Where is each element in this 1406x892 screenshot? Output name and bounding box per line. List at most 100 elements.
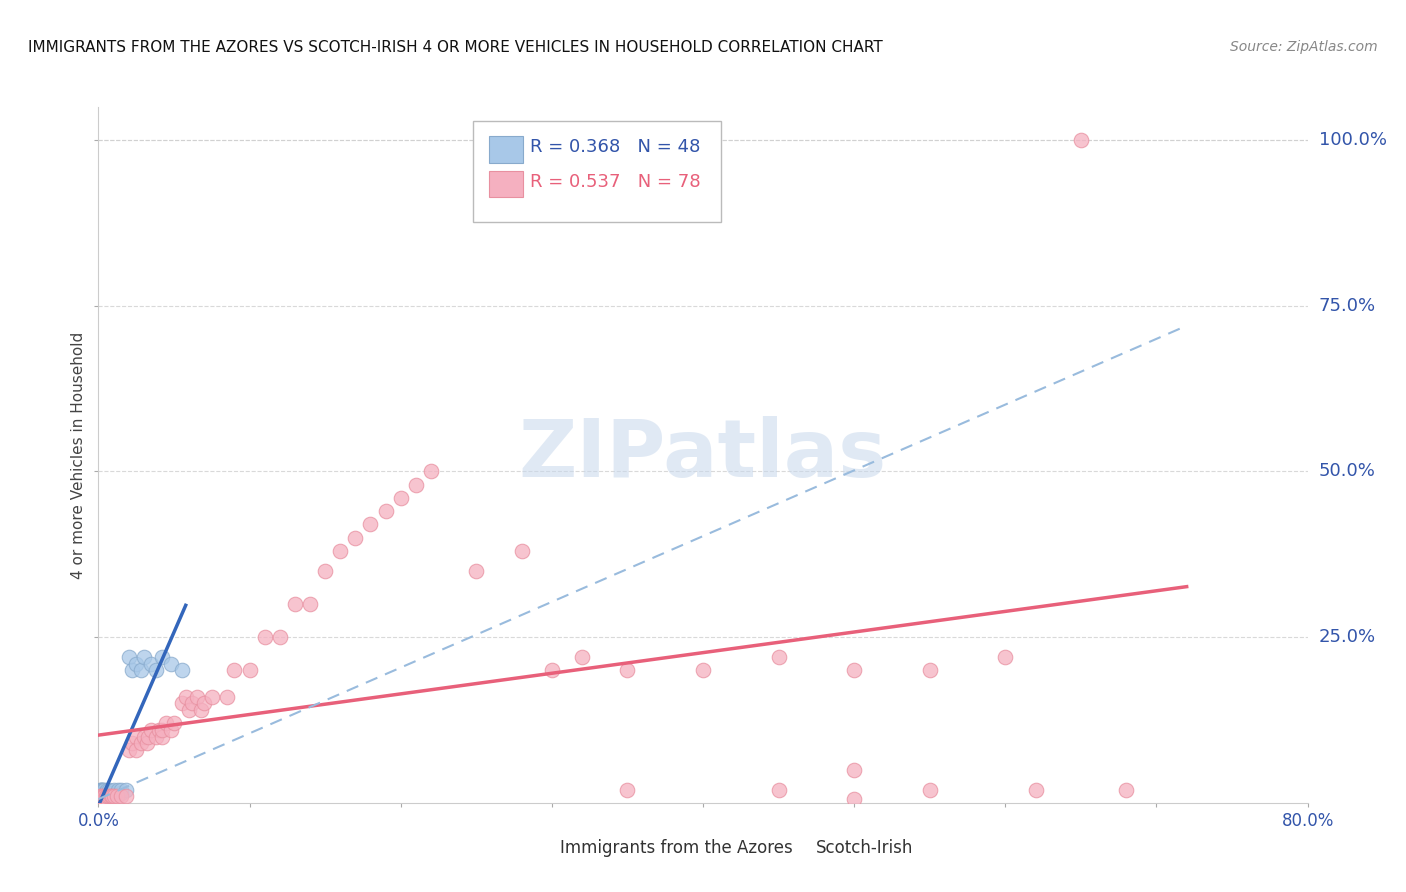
Point bbox=[91, 782, 114, 797]
Point bbox=[90, 789, 112, 804]
Point bbox=[994, 650, 1017, 665]
Point bbox=[94, 789, 117, 804]
Point bbox=[253, 630, 276, 644]
Point bbox=[118, 650, 141, 665]
Point bbox=[465, 564, 488, 578]
Point bbox=[1070, 133, 1092, 147]
Point bbox=[148, 723, 170, 737]
Point bbox=[129, 663, 152, 677]
Point bbox=[90, 792, 112, 806]
Point bbox=[135, 736, 157, 750]
Point bbox=[90, 789, 112, 804]
Point bbox=[96, 789, 118, 804]
Point bbox=[91, 782, 114, 797]
Point bbox=[129, 736, 152, 750]
Point bbox=[90, 792, 112, 806]
Point bbox=[90, 782, 112, 797]
Point bbox=[844, 792, 866, 806]
Text: ZIPatlas: ZIPatlas bbox=[519, 416, 887, 494]
Point bbox=[179, 703, 201, 717]
Point bbox=[94, 792, 117, 806]
Point bbox=[389, 491, 412, 505]
Point bbox=[163, 716, 186, 731]
Point bbox=[93, 782, 115, 797]
FancyBboxPatch shape bbox=[782, 841, 808, 856]
Point bbox=[100, 789, 122, 804]
Point bbox=[844, 663, 866, 677]
Point bbox=[98, 782, 121, 797]
Point bbox=[768, 650, 790, 665]
Point bbox=[201, 690, 224, 704]
Point bbox=[540, 663, 562, 677]
Point bbox=[150, 730, 173, 744]
Point bbox=[145, 730, 167, 744]
Point bbox=[121, 663, 143, 677]
Text: 75.0%: 75.0% bbox=[1319, 297, 1376, 315]
Point bbox=[103, 782, 125, 797]
Point bbox=[91, 789, 114, 804]
Point bbox=[89, 792, 111, 806]
Text: R = 0.368   N = 48: R = 0.368 N = 48 bbox=[530, 138, 700, 156]
Point bbox=[239, 663, 262, 677]
Point bbox=[174, 690, 197, 704]
Point bbox=[91, 789, 114, 804]
Point bbox=[145, 663, 167, 677]
Point bbox=[768, 782, 790, 797]
Point bbox=[101, 789, 124, 804]
Point bbox=[190, 703, 212, 717]
Point bbox=[155, 716, 177, 731]
Point bbox=[96, 792, 118, 806]
Point bbox=[91, 792, 114, 806]
Point bbox=[420, 465, 443, 479]
Point bbox=[105, 789, 128, 804]
Point bbox=[136, 730, 159, 744]
Point bbox=[125, 657, 148, 671]
Point bbox=[616, 782, 638, 797]
Point bbox=[844, 763, 866, 777]
Point bbox=[170, 697, 193, 711]
Point bbox=[269, 630, 291, 644]
Text: 100.0%: 100.0% bbox=[1319, 131, 1386, 149]
Point bbox=[96, 789, 118, 804]
Point bbox=[284, 597, 307, 611]
Point bbox=[114, 789, 136, 804]
Point bbox=[90, 782, 112, 797]
Point bbox=[692, 663, 714, 677]
Text: Immigrants from the Azores: Immigrants from the Azores bbox=[561, 839, 793, 857]
Point bbox=[299, 597, 322, 611]
Point bbox=[90, 789, 112, 804]
Point bbox=[918, 663, 941, 677]
FancyBboxPatch shape bbox=[527, 841, 554, 856]
Point bbox=[114, 782, 136, 797]
Point bbox=[141, 657, 163, 671]
Point bbox=[224, 663, 246, 677]
Point bbox=[90, 786, 112, 800]
Point bbox=[150, 723, 173, 737]
Text: R = 0.537   N = 78: R = 0.537 N = 78 bbox=[530, 173, 700, 191]
Point bbox=[89, 795, 111, 809]
Point bbox=[616, 663, 638, 677]
Point bbox=[98, 789, 121, 804]
Text: IMMIGRANTS FROM THE AZORES VS SCOTCH-IRISH 4 OR MORE VEHICLES IN HOUSEHOLD CORRE: IMMIGRANTS FROM THE AZORES VS SCOTCH-IRI… bbox=[28, 40, 883, 55]
Point bbox=[93, 789, 115, 804]
Text: 25.0%: 25.0% bbox=[1319, 628, 1376, 646]
Point bbox=[329, 544, 352, 558]
Point bbox=[94, 786, 117, 800]
Point bbox=[405, 477, 427, 491]
Point bbox=[374, 504, 396, 518]
Point bbox=[360, 517, 382, 532]
Point bbox=[160, 723, 183, 737]
Y-axis label: 4 or more Vehicles in Household: 4 or more Vehicles in Household bbox=[70, 331, 86, 579]
Point bbox=[132, 650, 155, 665]
Point bbox=[141, 723, 163, 737]
Point bbox=[90, 792, 112, 806]
Point bbox=[1024, 782, 1046, 797]
Point bbox=[107, 782, 129, 797]
Text: 50.0%: 50.0% bbox=[1319, 462, 1375, 481]
Point bbox=[125, 730, 148, 744]
Point bbox=[125, 743, 148, 757]
Point bbox=[89, 782, 111, 797]
Point bbox=[89, 789, 111, 804]
Point bbox=[160, 657, 183, 671]
Point bbox=[89, 792, 111, 806]
